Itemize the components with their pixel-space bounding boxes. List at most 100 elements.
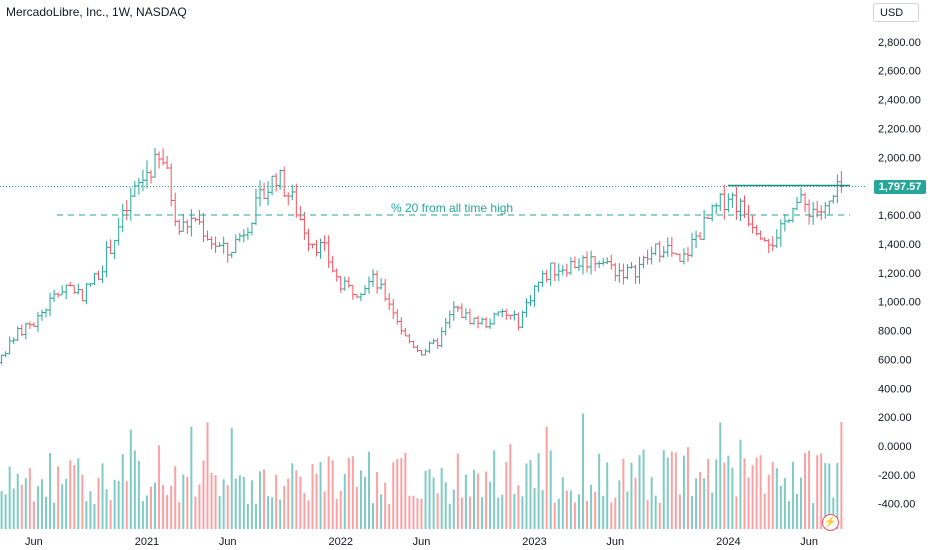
volume-bar — [28, 468, 31, 529]
volume-bar — [642, 449, 645, 529]
lightning-icon[interactable]: ⚡ — [822, 514, 839, 531]
volume-bar — [214, 474, 217, 529]
volume-bar — [577, 494, 580, 529]
volume-bar — [271, 497, 274, 529]
volume-bar — [812, 503, 815, 529]
y-tick-label: 600.00 — [878, 354, 912, 366]
y-tick-label: 1,400.00 — [878, 239, 921, 251]
volume-bar — [816, 455, 819, 529]
volume-bar — [755, 457, 758, 529]
volume-bar — [154, 482, 157, 529]
volume-bar — [557, 498, 560, 529]
y-tick-label: 2,800.00 — [878, 37, 921, 49]
volume-bar — [254, 503, 257, 529]
volume-bar — [57, 466, 60, 529]
volume-bar — [8, 466, 11, 529]
volume-bar — [186, 476, 189, 529]
volume-bar — [40, 479, 43, 529]
volume-bar — [117, 480, 120, 529]
volume-bar — [166, 495, 169, 529]
volume-bar — [436, 493, 439, 529]
volume-bar — [53, 502, 56, 529]
volume-bar — [368, 451, 371, 529]
x-tick-label: Jun — [413, 536, 431, 548]
volume-bar — [246, 503, 249, 529]
volume-bar — [45, 496, 48, 529]
volume-bar — [525, 463, 528, 529]
volume-bar — [561, 477, 564, 529]
volume-bar — [93, 503, 96, 529]
volume-bar — [743, 458, 746, 529]
volume-bar — [432, 477, 435, 529]
volume-bar — [828, 463, 831, 529]
volume-bar — [735, 496, 738, 529]
volume-bar — [263, 469, 266, 529]
volume-bar — [412, 495, 415, 529]
volume-bar — [533, 487, 536, 529]
volume-bar — [388, 503, 391, 529]
volume-bar — [452, 489, 455, 529]
volume-bar — [472, 469, 475, 529]
last-price-badge: 1,797.57 — [874, 180, 926, 194]
volume-bar — [343, 473, 346, 529]
y-tick-label: 1,200.00 — [878, 268, 921, 280]
volume-bar — [32, 501, 35, 529]
volume-bar — [323, 491, 326, 529]
volume-bar — [218, 496, 221, 529]
volume-bar — [315, 473, 318, 529]
volume-bar — [699, 471, 702, 529]
volume-bar — [650, 477, 653, 529]
volume-bar — [303, 492, 306, 529]
volume-bar — [824, 463, 827, 529]
volume-bar — [836, 462, 839, 529]
volume-bar — [787, 501, 790, 529]
volume-bar — [162, 485, 165, 529]
volume-bar — [707, 458, 710, 529]
volume-bar — [691, 495, 694, 529]
volume-bar — [682, 455, 685, 529]
volume-bar — [590, 484, 593, 529]
y-tick-label: 2,000.00 — [878, 152, 921, 164]
volume-bar — [808, 450, 811, 529]
volume-bar — [384, 482, 387, 529]
volume-bar — [234, 478, 237, 529]
volume-bar — [711, 492, 714, 529]
x-tick-label: 2023 — [522, 536, 546, 548]
volume-bar — [49, 453, 52, 529]
volume-bar — [424, 470, 427, 529]
volume-bar — [448, 503, 451, 529]
volume-bar — [501, 494, 504, 529]
volume-bar — [182, 474, 185, 529]
volume-bar — [61, 484, 64, 529]
volume-bar — [529, 460, 532, 529]
volume-bar — [654, 495, 657, 529]
volume-bar — [355, 486, 358, 529]
volume-bar — [238, 475, 241, 529]
volume-bar — [517, 485, 520, 529]
volume-bar — [569, 490, 572, 529]
x-tick-label: Jun — [25, 536, 43, 548]
volume-bar — [626, 491, 629, 529]
volume-bar — [230, 427, 233, 529]
volume-bar — [0, 491, 3, 529]
volume-bar — [614, 497, 617, 529]
y-tick-label: -200.00 — [878, 470, 915, 482]
volume-bar — [12, 488, 15, 529]
currency-button[interactable]: USD — [873, 3, 919, 22]
volume-bar — [460, 497, 463, 529]
volume-bar — [586, 500, 589, 529]
volume-bar — [638, 455, 641, 529]
x-tick-label: 2024 — [716, 536, 740, 548]
volume-bar — [610, 502, 613, 529]
volume-bar — [618, 480, 621, 529]
volume-bar — [832, 497, 835, 529]
volume-bar — [158, 445, 161, 529]
volume-bar — [747, 477, 750, 529]
volume-bar — [335, 498, 338, 529]
volume-bar — [275, 474, 278, 529]
volume-bar — [331, 460, 334, 529]
volume-bar — [658, 502, 661, 529]
volume-bar — [299, 476, 302, 529]
volume-bar — [630, 462, 633, 529]
